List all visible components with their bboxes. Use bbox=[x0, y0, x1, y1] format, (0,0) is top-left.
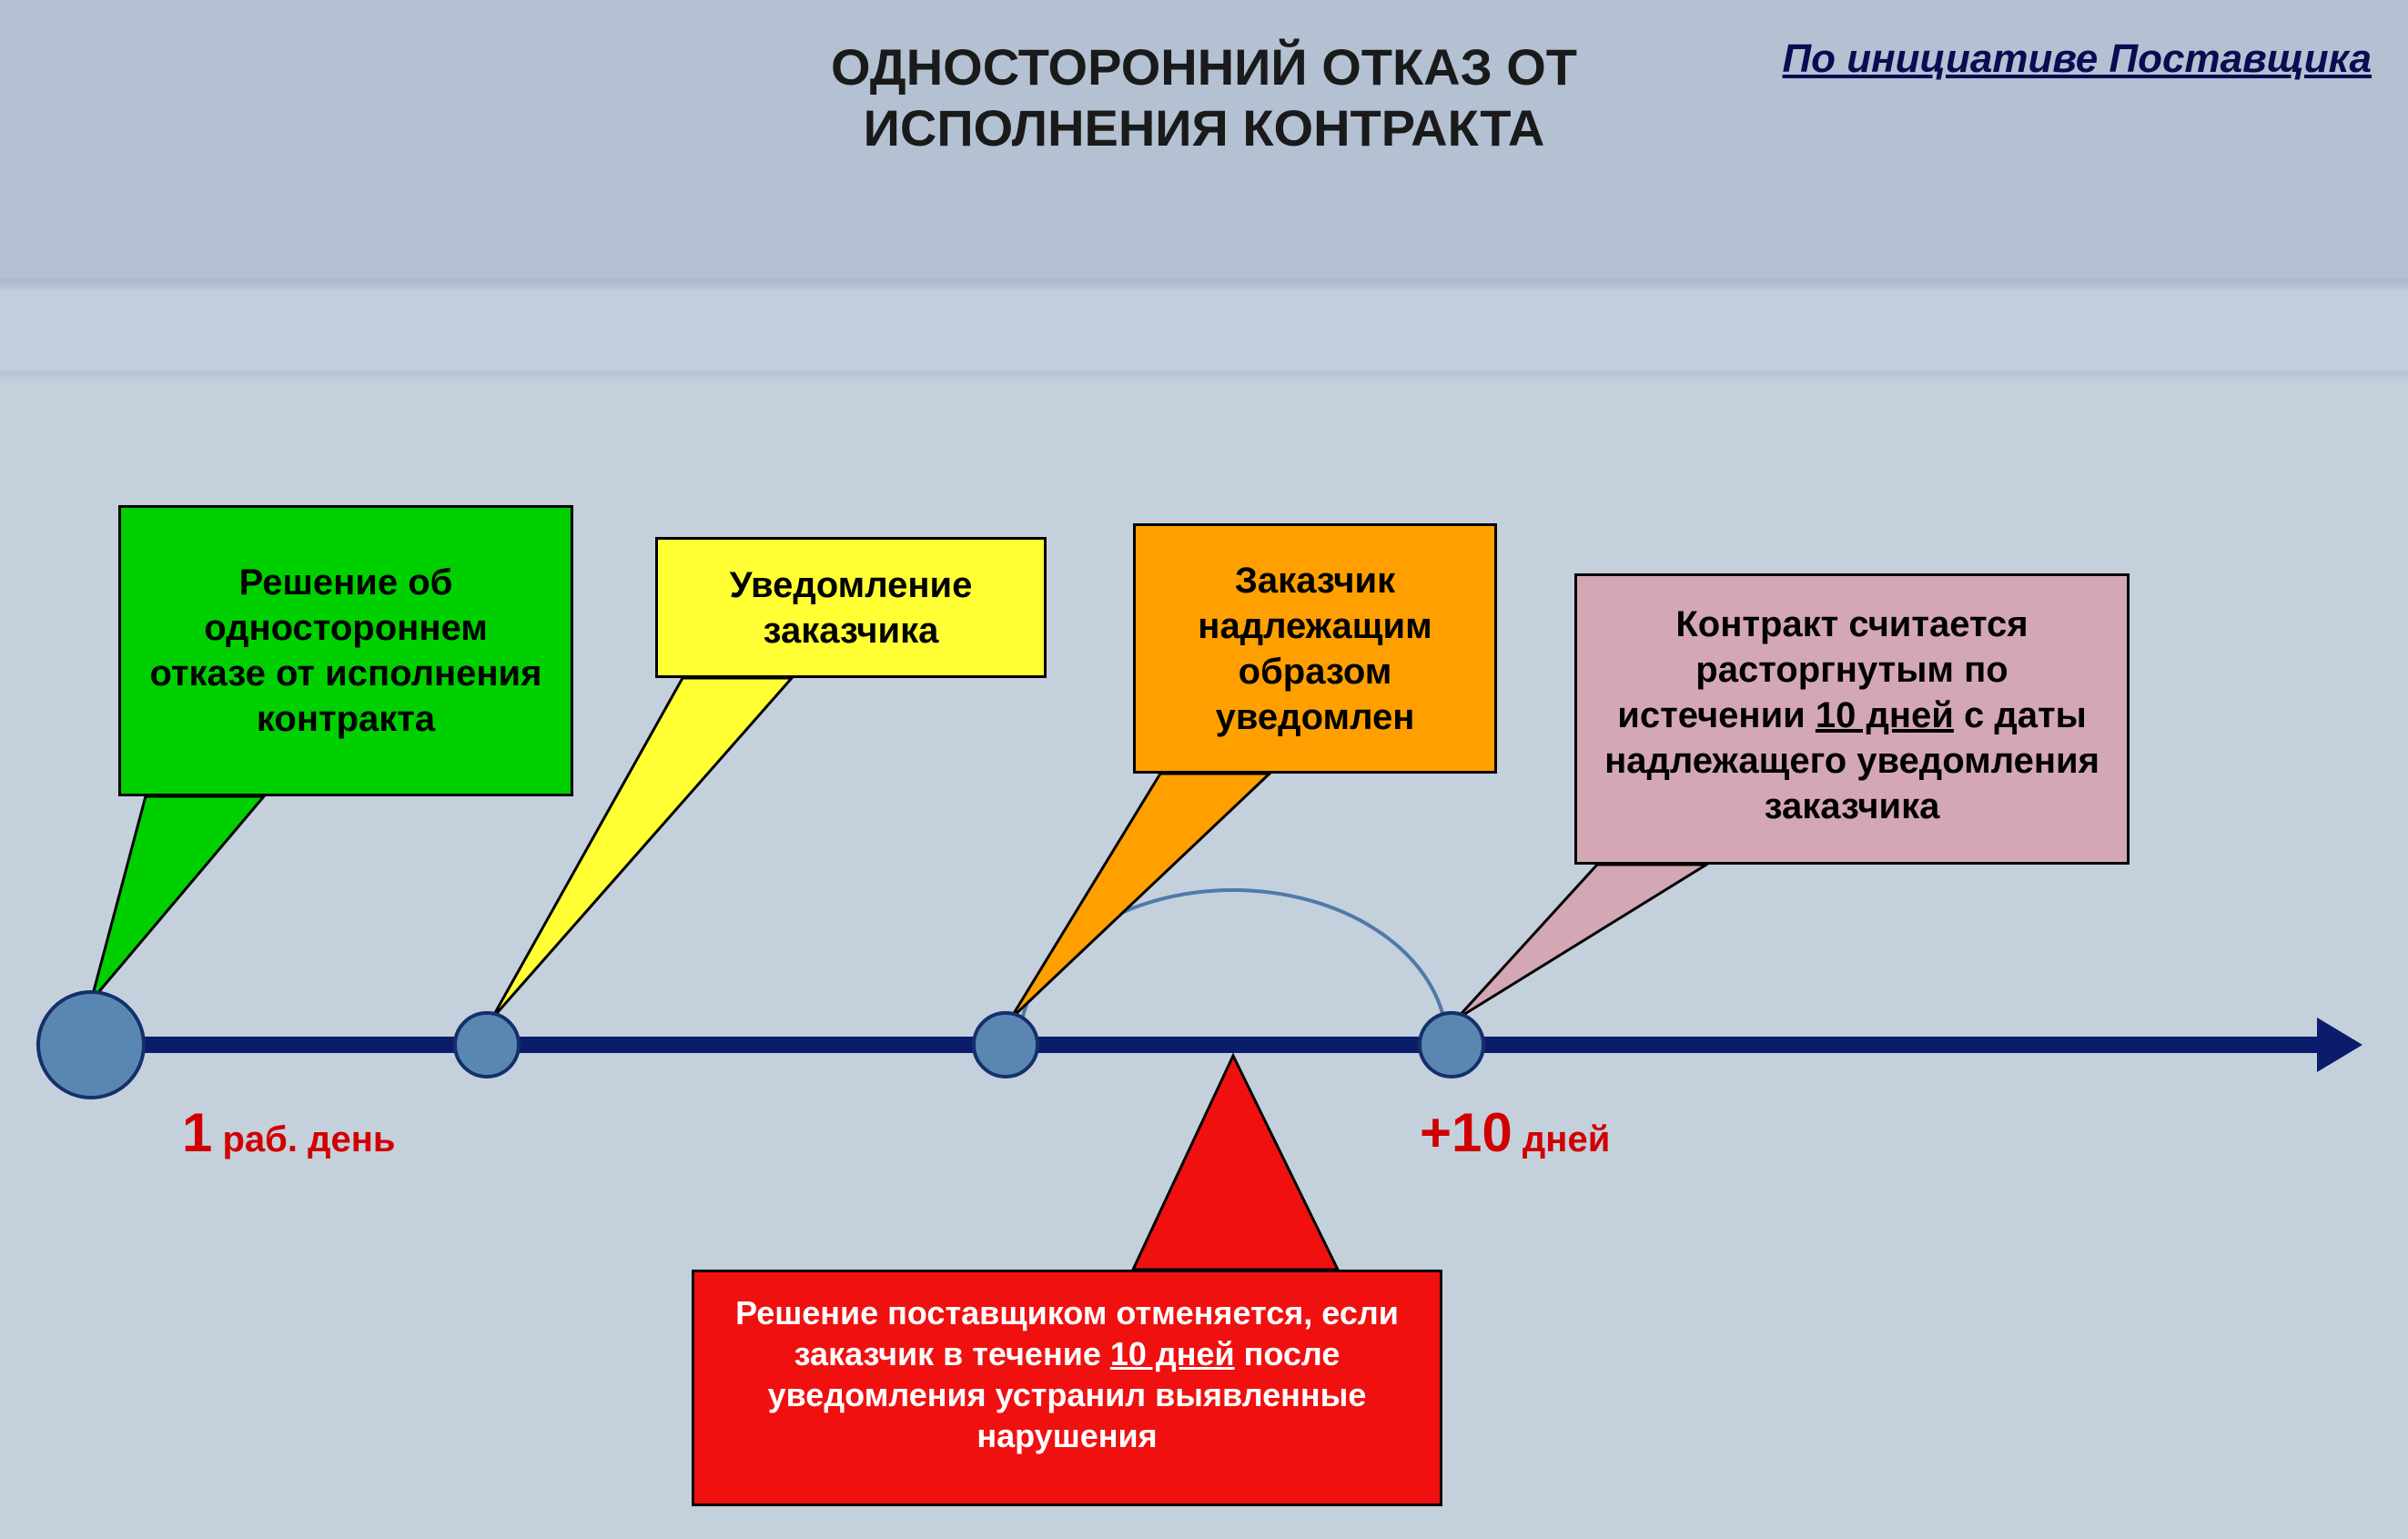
time-label-right: +10 дней bbox=[1420, 1101, 1610, 1164]
time-label-left: 1 раб. день bbox=[182, 1101, 396, 1164]
callout-orange: Заказчик надлежащим образом уведомлен bbox=[1133, 523, 1497, 774]
callout-pink: Контракт считается расторгнутым по истеч… bbox=[1574, 573, 2130, 865]
callout-green: Решение об одностороннем отказе от испол… bbox=[118, 505, 573, 796]
time-label-left-big: 1 bbox=[182, 1102, 212, 1163]
time-label-right-big: +10 bbox=[1420, 1102, 1513, 1163]
red-text-underline: 10 дней bbox=[1110, 1335, 1235, 1372]
time-label-right-small: дней bbox=[1513, 1119, 1611, 1159]
callout-yellow: Уведомление заказчика bbox=[655, 537, 1047, 678]
time-label-left-small: раб. день bbox=[212, 1119, 395, 1159]
pink-text-underline: 10 дней bbox=[1816, 695, 1954, 735]
callout-red: Решение поставщиком отменяется, если зак… bbox=[692, 1270, 1442, 1506]
page-title: ОДНОСТОРОННИЙ ОТКАЗ ОТ ИСПОЛНЕНИЯ КОНТРА… bbox=[831, 36, 1577, 158]
page-subtitle: По инициативе Поставщика bbox=[1782, 36, 2372, 82]
